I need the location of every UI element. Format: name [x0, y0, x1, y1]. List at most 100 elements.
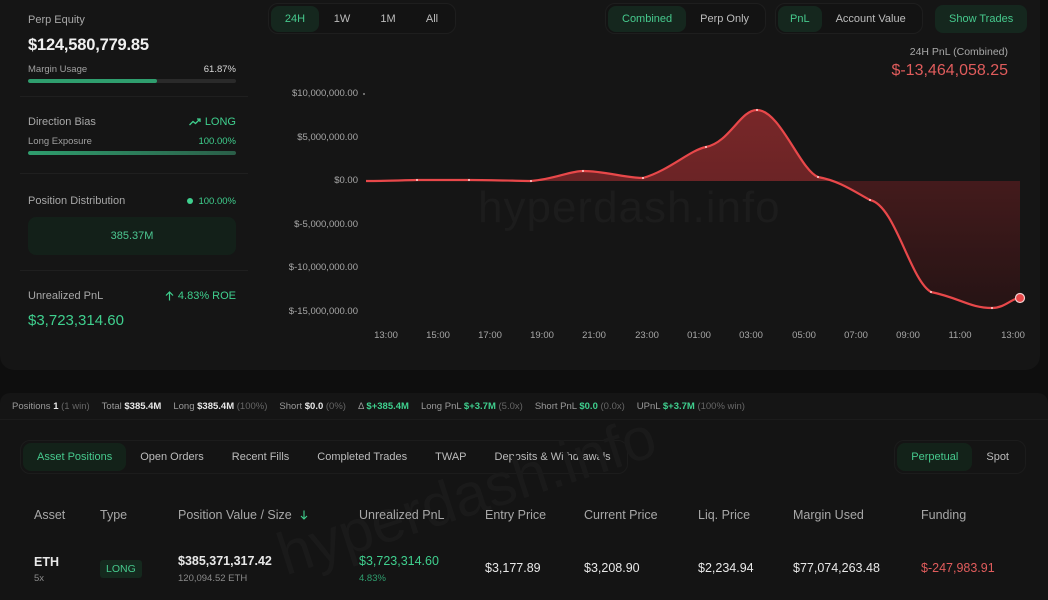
x-tick: 17:00	[478, 330, 502, 341]
column-header-entry-price[interactable]: Entry Price	[485, 508, 547, 522]
x-tick: 07:00	[844, 330, 868, 341]
x-tick: 15:00	[426, 330, 450, 341]
liq-price: $2,234.94	[698, 561, 754, 575]
column-header-position-value[interactable]: Position Value / Size	[178, 508, 308, 522]
margin-usage-bar-fill	[28, 79, 157, 83]
unrealized-pnl-label: Unrealized PnL	[28, 290, 104, 302]
position-value: $385,371,317.42	[178, 554, 272, 568]
tab-twap[interactable]: TWAP	[435, 451, 467, 463]
divider	[20, 270, 248, 271]
direction-bias-indicator: LONG	[188, 116, 236, 128]
x-tick: 21:00	[582, 330, 606, 341]
show-trades-wrapper: Show Trades	[933, 3, 1029, 34]
funding: $-247,983.91	[921, 561, 995, 575]
position-distribution-value: 100.00%	[198, 195, 236, 207]
position-distribution-block: Position Distribution 100.00% 385.37M	[28, 195, 236, 255]
tab-all[interactable]: All	[425, 12, 439, 25]
arrow-up-icon	[165, 291, 174, 301]
unrealized-pnl-value: $3,723,314.60	[28, 312, 124, 329]
column-header-label: Position Value / Size	[178, 508, 292, 522]
unrealized-pnl-block: Unrealized PnL 4.83% ROE $3,723,314.60	[28, 290, 236, 329]
pnl-header-title: 24H PnL (Combined)	[909, 46, 1008, 58]
timeframe-tabs: 24H 1W 1M All	[268, 3, 456, 34]
tab-1w[interactable]: 1W	[333, 12, 351, 25]
x-tick: 03:00	[739, 330, 763, 341]
pnl-header-value: $-13,464,058.25	[891, 62, 1008, 79]
margin-usage-bar	[28, 79, 236, 83]
roe-value: 4.83% ROE	[177, 290, 236, 302]
perp-equity-block: Perp Equity	[28, 14, 236, 26]
position-distribution-indicator: 100.00%	[187, 196, 236, 207]
summary-total: Total $385.4M	[101, 400, 162, 412]
x-tick: 13:00	[1001, 330, 1025, 341]
summary-short-pnl: Short PnL $0.0 (0.0x)	[534, 400, 625, 412]
tab-recent-fills[interactable]: Recent Fills	[231, 451, 290, 463]
direction-bias-label: Direction Bias	[28, 116, 96, 128]
positions-summary-bar: Positions 1 (1 win) Total $385.4M Long $…	[0, 393, 1048, 419]
column-header-liq-price[interactable]: Liq. Price	[698, 508, 751, 522]
summary-long-pnl: Long PnL $+3.7M (5.0x)	[420, 400, 523, 412]
tab-perp-only[interactable]: Perp Only	[700, 12, 750, 25]
position-distribution-bar[interactable]: 385.37M	[28, 217, 236, 255]
roe-indicator: 4.83% ROE	[165, 290, 236, 302]
column-header-asset[interactable]: Asset	[34, 508, 66, 522]
margin-usage-label: Margin Usage	[28, 64, 88, 75]
divider	[20, 173, 248, 174]
column-header-type[interactable]: Type	[100, 508, 128, 522]
column-header-margin-used[interactable]: Margin Used	[793, 508, 864, 522]
tab-pnl[interactable]: PnL	[778, 5, 822, 32]
pnl-chart[interactable]: $10,000,000.00 $5,000,000.00 $0.00 $-5,0…	[270, 80, 1040, 360]
positions-panel: Asset Positions Open Orders Recent Fills…	[0, 403, 1048, 600]
entry-price: $3,177.89	[485, 561, 541, 575]
tab-combined[interactable]: Combined	[608, 5, 687, 32]
summary-delta: Δ $+385.4M	[357, 400, 409, 412]
metric-tabs: PnL Account Value	[775, 3, 923, 34]
tab-account-value[interactable]: Account Value	[835, 12, 906, 25]
trending-up-icon	[188, 118, 201, 126]
position-type-badge: LONG	[100, 560, 142, 578]
row-unrealized-pnl: $3,723,314.60	[359, 554, 439, 568]
pnl-area-chart	[363, 93, 1026, 310]
y-tick: $5,000,000.00	[297, 132, 358, 143]
tab-24h[interactable]: 24H	[271, 5, 319, 32]
delta-icon: Δ	[357, 400, 364, 412]
x-tick: 23:00	[635, 330, 659, 341]
y-tick: $-10,000,000.00	[288, 262, 358, 273]
tab-open-orders[interactable]: Open Orders	[140, 451, 204, 463]
y-tick: $10,000,000.00	[291, 88, 358, 99]
tab-deposits-withdrawals[interactable]: Deposits & Withdrawals	[494, 451, 611, 463]
positions-tabs: Asset Positions Open Orders Recent Fills…	[20, 440, 628, 474]
show-trades-button[interactable]: Show Trades	[935, 4, 1028, 33]
scope-tabs: Combined Perp Only	[605, 3, 767, 34]
position-size: 120,094.52 ETH	[178, 573, 248, 584]
summary-positions: Positions 1 (1 win)	[12, 400, 90, 412]
position-distribution-bar-label: 385.37M	[110, 230, 154, 242]
tab-asset-positions[interactable]: Asset Positions	[23, 443, 127, 471]
column-header-unrealized-pnl[interactable]: Unrealized PnL	[359, 508, 445, 522]
current-point-marker[interactable]	[1014, 292, 1026, 304]
tab-spot[interactable]: Spot	[986, 451, 1009, 463]
tab-1m[interactable]: 1M	[380, 12, 396, 25]
divider	[20, 96, 248, 97]
direction-bias-value: LONG	[204, 116, 236, 128]
long-exposure-bar-fill	[28, 151, 236, 155]
y-tick: $-5,000,000.00	[294, 219, 358, 230]
column-header-funding[interactable]: Funding	[921, 508, 967, 522]
x-tick: 09:00	[896, 330, 920, 341]
row-unrealized-pnl-pct: 4.83%	[359, 573, 386, 584]
asset-leverage: 5x	[34, 573, 45, 584]
tick-dot	[363, 93, 365, 95]
summary-long: Long $385.4M (100%)	[173, 400, 268, 412]
data-points	[416, 109, 993, 309]
current-price: $3,208.90	[584, 561, 640, 575]
perp-equity-value: $124,580,779.85	[28, 36, 149, 54]
tab-perpetual[interactable]: Perpetual	[897, 443, 973, 471]
long-exposure-value: 100.00%	[198, 136, 236, 147]
account-overview-panel: Perp Equity $124,580,779.85 Margin Usage…	[20, 3, 1040, 360]
long-exposure-label: Long Exposure	[28, 136, 92, 147]
column-header-current-price[interactable]: Current Price	[584, 508, 658, 522]
tab-completed-trades[interactable]: Completed Trades	[317, 451, 408, 463]
dot-icon	[187, 198, 194, 204]
x-tick: 11:00	[948, 330, 972, 341]
x-tick: 05:00	[792, 330, 816, 341]
